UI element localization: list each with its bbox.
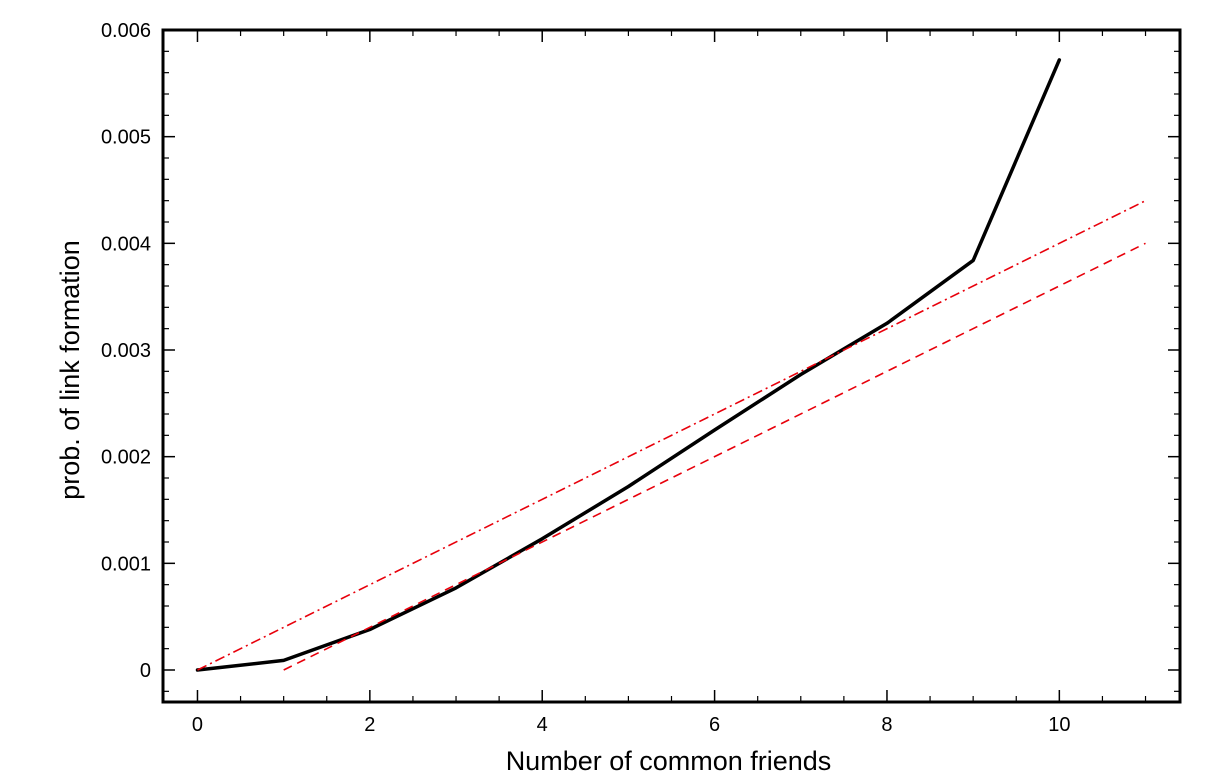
series-line-2 <box>197 199 1146 671</box>
series-line-3 <box>283 242 1146 671</box>
plot-marks <box>195 58 1146 672</box>
series-line-1 <box>195 58 1062 672</box>
x-tick-label: 8 <box>881 714 892 736</box>
axes: 0 2 4 6 8 10 0 0.001 0.002 0.003 0.004 0.005 0.006 <box>101 20 1182 736</box>
y-tick-label: 0 <box>140 660 151 682</box>
y-tick-label: 0.001 <box>101 553 151 575</box>
x-tick-label: 2 <box>364 714 375 736</box>
y-tick-label: 0.004 <box>101 233 151 255</box>
y-tick-label: 0.006 <box>101 20 151 42</box>
x-tick-label: 0 <box>192 714 203 736</box>
y-tick-label: 0.002 <box>101 447 151 469</box>
x-axis-label: Number of common friends <box>506 746 832 776</box>
y-axis-label: prob. of link formation <box>55 240 85 500</box>
y-tick-label: 0.003 <box>101 340 151 362</box>
x-tick-label: 4 <box>537 714 548 736</box>
x-tick-label: 10 <box>1048 714 1070 736</box>
x-tick-label: 6 <box>709 714 720 736</box>
y-tick-label: 0.005 <box>101 127 151 149</box>
